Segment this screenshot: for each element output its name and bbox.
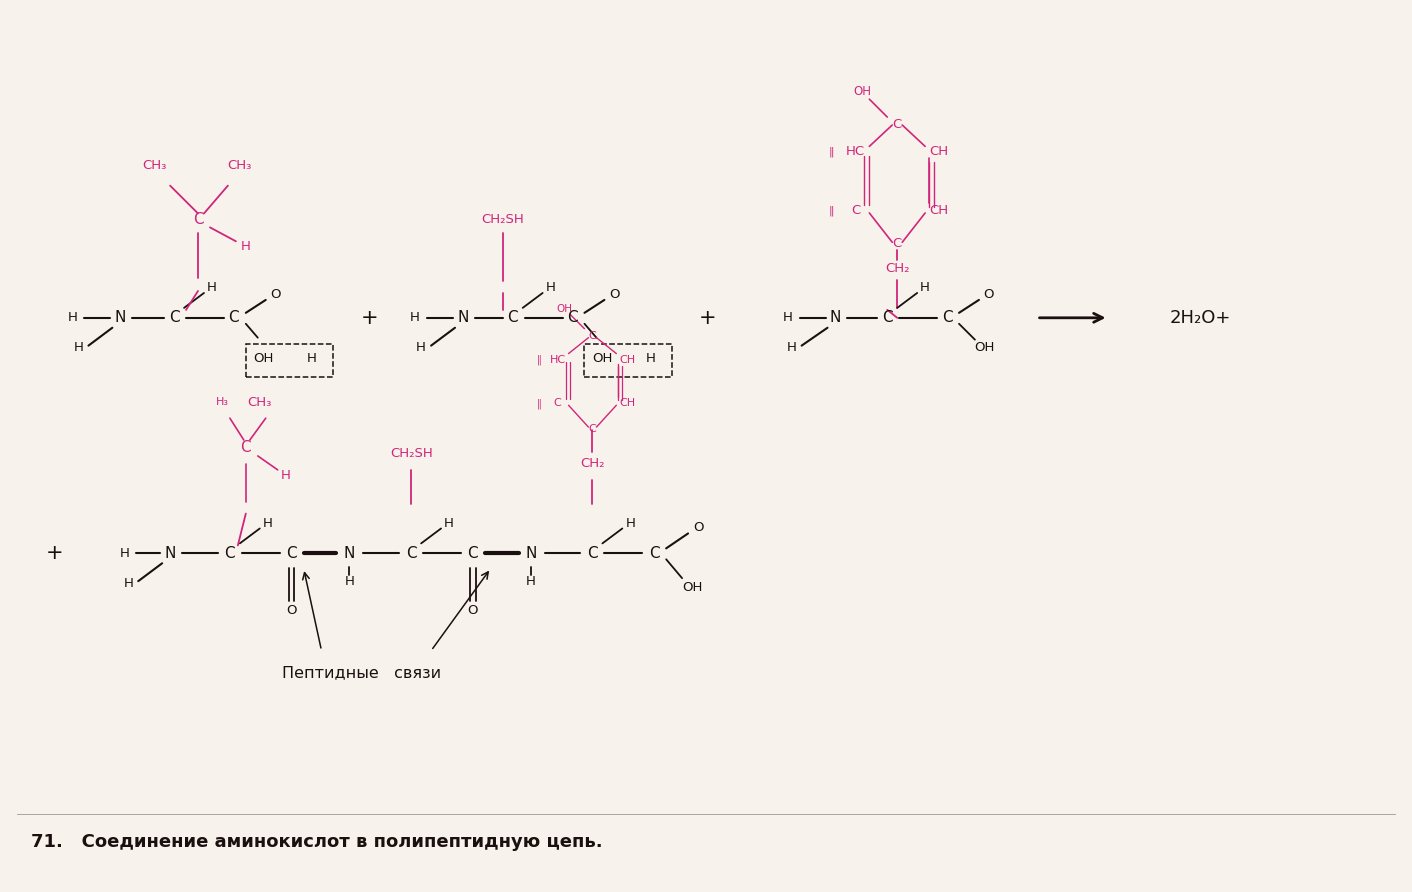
Text: H: H (417, 341, 426, 354)
Text: CH₃: CH₃ (227, 160, 251, 172)
Text: H: H (241, 240, 251, 252)
Text: C: C (169, 310, 179, 326)
Text: CH₃: CH₃ (247, 396, 273, 409)
Text: CH₂: CH₂ (885, 261, 909, 275)
Text: C: C (405, 546, 417, 561)
Text: +: + (360, 308, 378, 327)
Text: OH: OH (682, 581, 702, 593)
Text: H: H (445, 517, 453, 530)
Text: N: N (164, 546, 176, 561)
Text: O: O (271, 288, 281, 301)
Text: O: O (693, 521, 703, 534)
Bar (585, 343, 672, 377)
Text: H: H (782, 311, 792, 325)
Text: +: + (45, 543, 64, 564)
Text: CH: CH (620, 398, 635, 409)
Text: H: H (208, 282, 217, 294)
Text: C: C (851, 204, 860, 218)
Text: H: H (645, 352, 655, 365)
Text: N: N (343, 546, 354, 561)
Text: O: O (984, 288, 994, 301)
Text: H: H (123, 576, 133, 590)
Text: C: C (240, 441, 251, 456)
Text: CH₂: CH₂ (580, 458, 604, 470)
Text: H: H (345, 574, 354, 588)
Text: C: C (467, 546, 479, 561)
Text: CH: CH (620, 354, 635, 365)
Text: C: C (589, 424, 596, 434)
Text: +: + (699, 308, 717, 327)
Text: O: O (467, 605, 479, 617)
Text: HC: HC (846, 145, 866, 158)
Text: C: C (882, 310, 892, 326)
Text: N: N (114, 310, 126, 326)
Text: 2H₂O+: 2H₂O+ (1169, 309, 1231, 326)
Text: C: C (942, 310, 952, 326)
Text: H: H (525, 574, 535, 588)
Text: CH₂SH: CH₂SH (481, 213, 524, 226)
Text: O: O (287, 605, 297, 617)
Text: H: H (921, 282, 931, 294)
Text: C: C (650, 546, 659, 561)
Text: CH₂SH: CH₂SH (390, 448, 432, 460)
Text: C: C (507, 310, 518, 326)
Text: ‖: ‖ (829, 146, 834, 157)
Text: Пептидные   связи: Пептидные связи (282, 665, 441, 680)
Text: HC: HC (549, 354, 566, 365)
Text: ‖: ‖ (829, 206, 834, 216)
Text: CH: CH (929, 145, 949, 158)
Text: C: C (892, 118, 902, 130)
Text: H₃: H₃ (216, 397, 229, 408)
Text: N: N (525, 546, 537, 561)
Text: C: C (554, 398, 562, 409)
Text: O: O (609, 288, 620, 301)
Text: C: C (225, 546, 236, 561)
Text: H: H (545, 282, 555, 294)
Text: H: H (68, 311, 78, 325)
Text: CH: CH (929, 204, 949, 218)
Text: N: N (830, 310, 842, 326)
Text: C: C (892, 236, 902, 250)
Text: OH: OH (592, 352, 613, 365)
Text: H: H (263, 517, 273, 530)
Text: H: H (411, 311, 421, 325)
Text: OH: OH (974, 341, 995, 354)
Text: H: H (120, 547, 130, 560)
Text: H: H (73, 341, 83, 354)
Text: C: C (589, 331, 596, 341)
Text: C: C (287, 546, 297, 561)
Text: C: C (587, 546, 597, 561)
Text: C: C (229, 310, 239, 326)
Text: H: H (786, 341, 796, 354)
Text: OH: OH (254, 352, 274, 365)
Text: OH: OH (556, 304, 572, 314)
Text: ‖: ‖ (537, 354, 542, 365)
Text: H: H (306, 352, 316, 365)
Bar (246, 343, 333, 377)
Text: N: N (457, 310, 469, 326)
Text: C: C (568, 310, 578, 326)
Text: 71.   Соединение аминокислот в полипептидную цепь.: 71. Соединение аминокислот в полипептидн… (31, 832, 603, 850)
Text: H: H (626, 517, 635, 530)
Text: C: C (192, 212, 203, 227)
Text: H: H (281, 469, 291, 483)
Text: OH: OH (853, 85, 871, 98)
Text: CH₃: CH₃ (143, 160, 167, 172)
Text: ‖: ‖ (537, 398, 542, 409)
